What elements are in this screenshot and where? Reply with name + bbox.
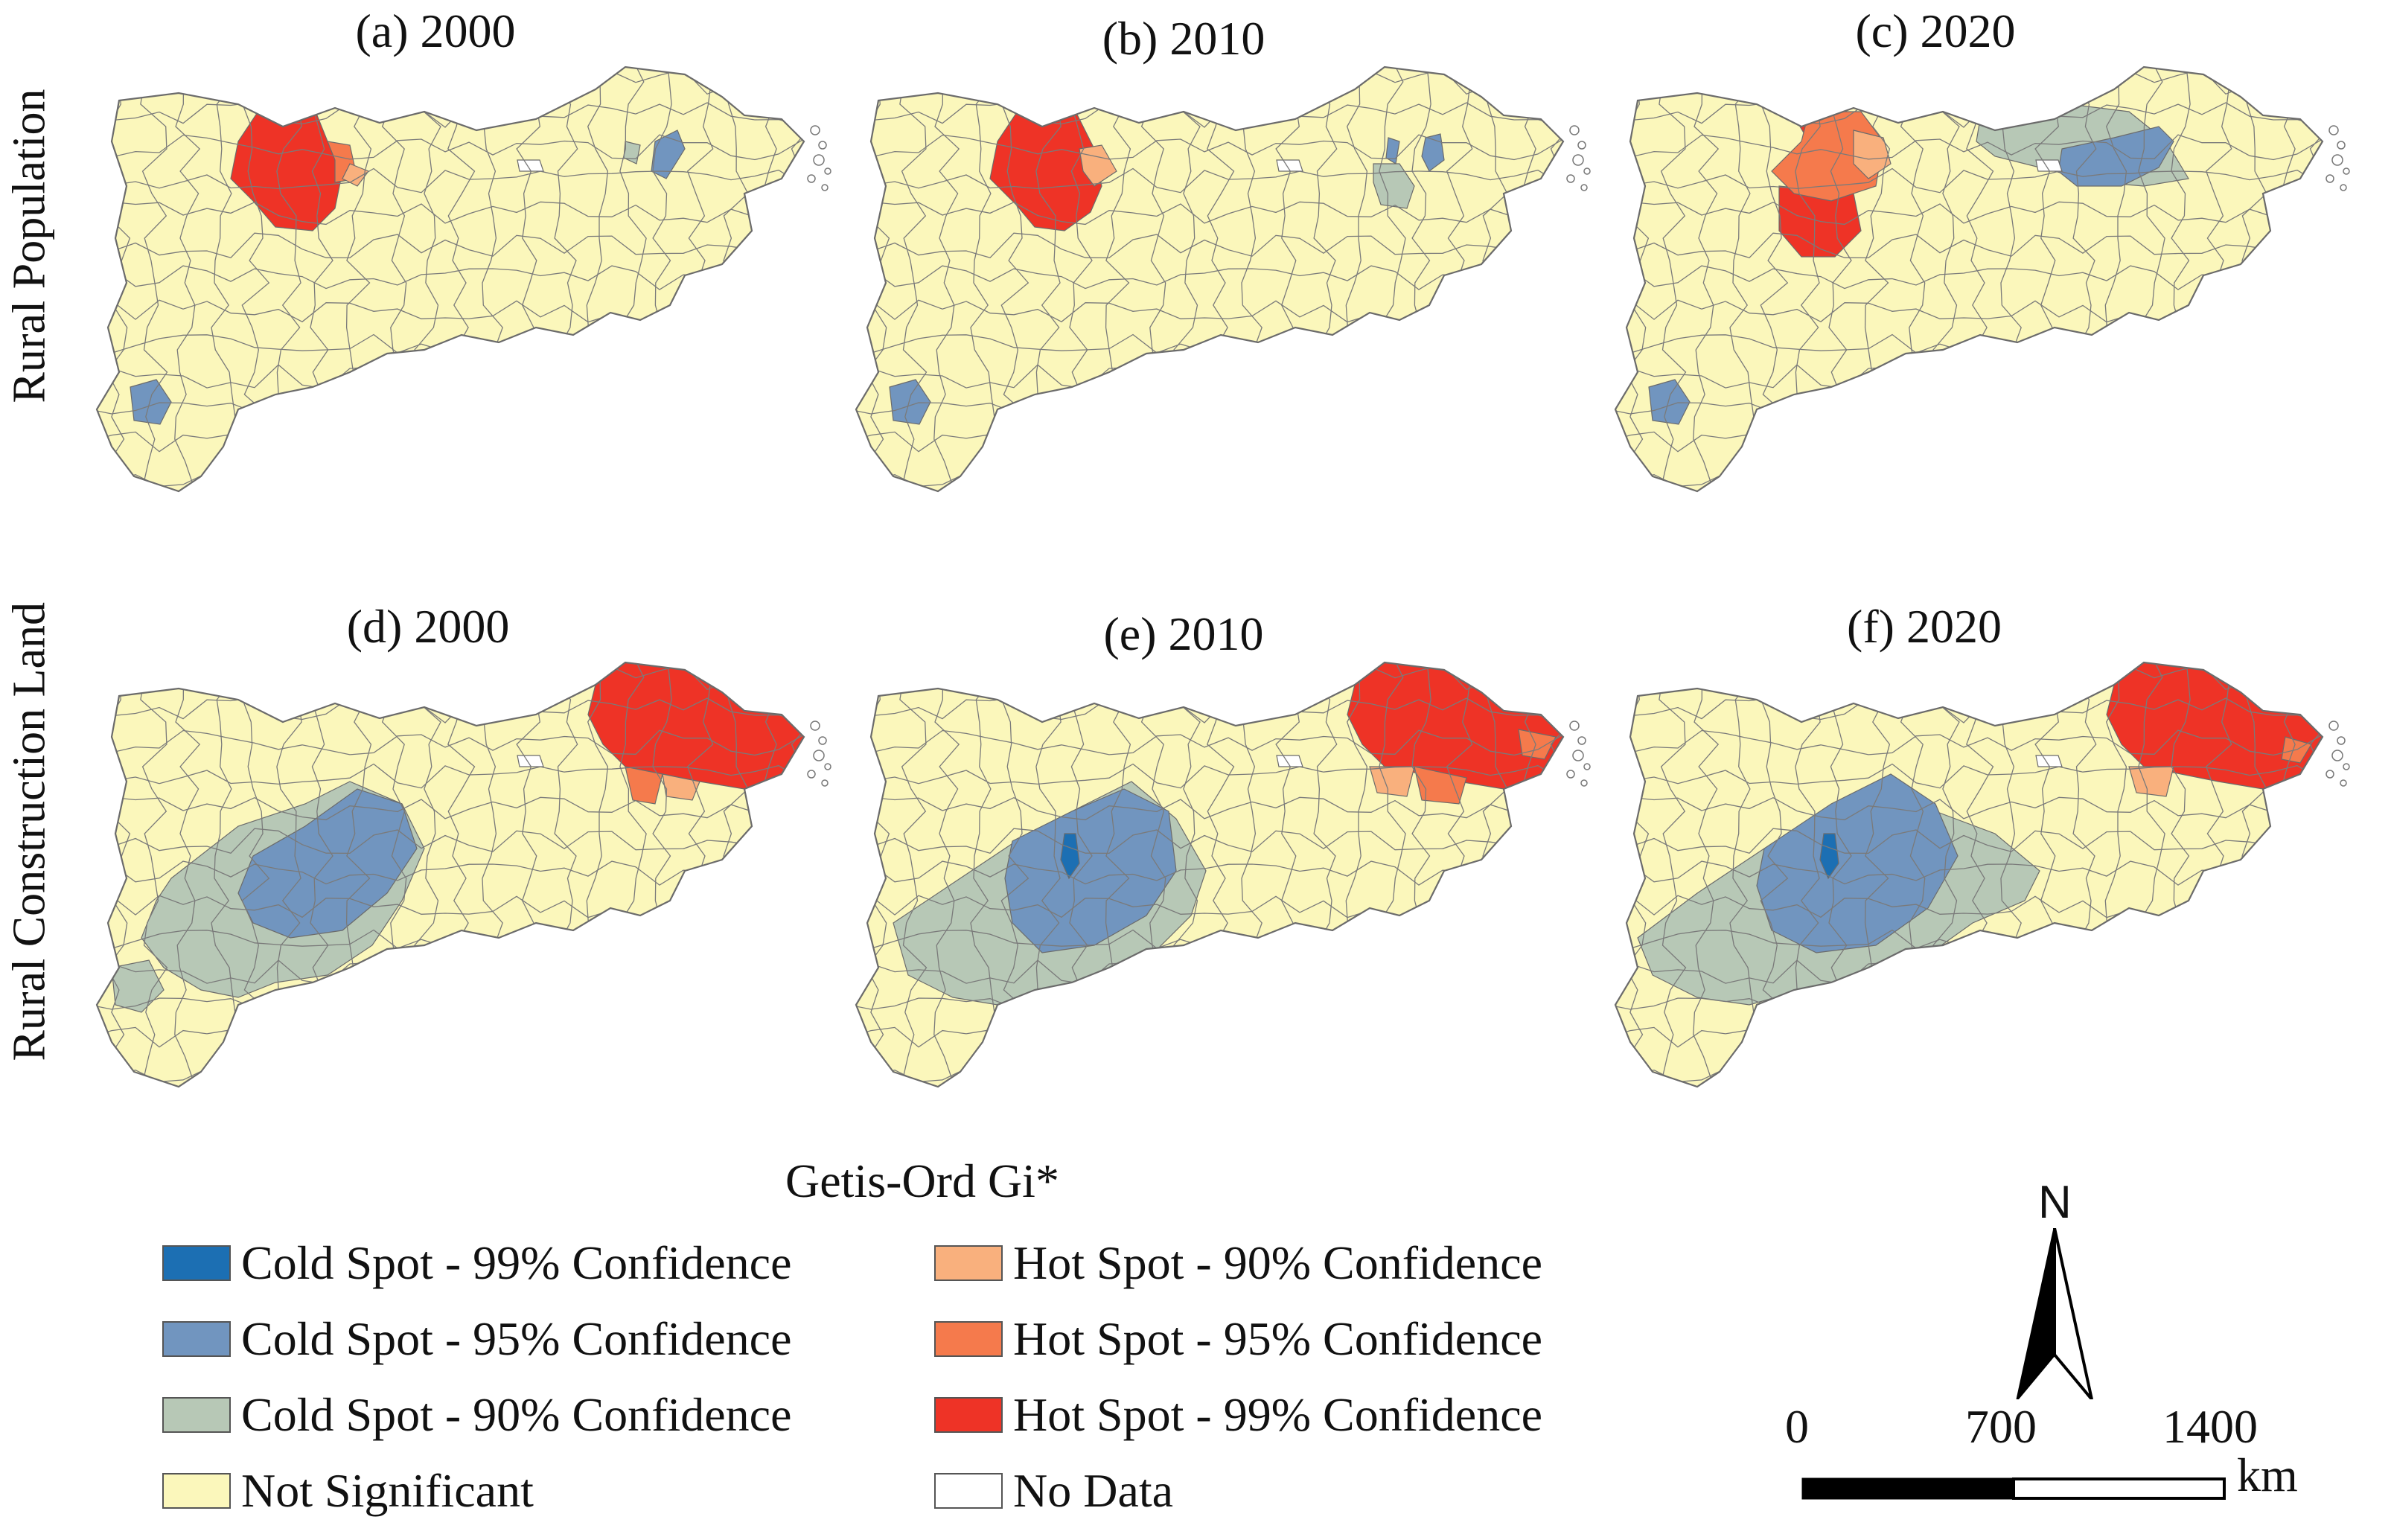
hot-95-region	[1414, 766, 1467, 805]
legend-swatch-not-significant	[162, 1473, 231, 1509]
coastal-islands	[1566, 721, 1591, 787]
no-data-region	[2035, 755, 2063, 767]
no-data-region	[2035, 159, 2063, 172]
scale-bar	[1801, 1477, 2226, 1500]
coastal-islands	[2325, 125, 2350, 191]
legend-label-hot-95: Hot Spot - 95% Confidence	[1013, 1312, 1542, 1365]
coastal-islands	[807, 721, 831, 787]
coastal-islands	[1566, 125, 1591, 191]
legend-swatch-hot-99	[934, 1397, 1003, 1433]
hot-99-region	[230, 103, 343, 231]
cold-90-region	[1373, 163, 1415, 209]
north-arrow-icon	[2016, 1228, 2093, 1399]
hot-90-region	[662, 773, 700, 801]
cold-95-region-west	[889, 379, 931, 425]
no-data-region	[1276, 755, 1303, 767]
no-data-region	[517, 159, 544, 172]
legend-swatch-hot-95	[934, 1321, 1003, 1357]
scale-unit: km	[2237, 1448, 2298, 1501]
legend-item-cold-95: Cold Spot - 95% Confidence	[162, 1311, 791, 1367]
map-panel-d	[95, 661, 831, 1088]
hot-90-region	[342, 163, 369, 187]
legend-item-hot-90: Hot Spot - 90% Confidence	[934, 1236, 1542, 1291]
panel-title-b: (b) 2010	[1102, 12, 1265, 65]
hot-99-region	[989, 103, 1102, 231]
legend-item-cold-99: Cold Spot - 99% Confidence	[162, 1236, 791, 1291]
legend-swatch-hot-90	[934, 1245, 1003, 1281]
hot-95-region	[625, 766, 663, 805]
map-panel-b	[855, 66, 1591, 493]
legend-label-cold-99: Cold Spot - 99% Confidence	[241, 1236, 792, 1289]
legend-label-hot-99: Hot Spot - 99% Confidence	[1013, 1388, 1542, 1441]
panel-title-a: (a) 2000	[355, 4, 516, 57]
map-panel-f	[1614, 661, 2350, 1088]
legend-title: Getis-Ord Gi*	[785, 1154, 1059, 1207]
map-panel-a	[95, 66, 831, 493]
cold-95-region	[1421, 133, 1445, 172]
scale-tick-0: 0	[1785, 1400, 1809, 1453]
legend-item-hot-95: Hot Spot - 95% Confidence	[934, 1311, 1542, 1367]
scale-tick-700: 700	[1965, 1400, 2037, 1453]
study-area-base	[97, 67, 804, 491]
legend-item-no-data: No Data	[934, 1463, 1173, 1518]
row-label-rural-population: Rural Population	[4, 89, 55, 403]
study-area-outline	[1614, 66, 2324, 493]
legend-swatch-no-data	[934, 1473, 1003, 1509]
legend-swatch-cold-90	[162, 1397, 231, 1433]
north-arrow-label: N	[2038, 1177, 2072, 1228]
legend-label-cold-90: Cold Spot - 90% Confidence	[241, 1388, 792, 1441]
legend-item-cold-90: Cold Spot - 90% Confidence	[162, 1387, 791, 1442]
legend-item-hot-99: Hot Spot - 99% Confidence	[934, 1387, 1542, 1442]
cold-90-region-sw	[111, 959, 165, 1013]
map-panel-c	[1614, 66, 2350, 493]
study-area-outline	[855, 661, 1565, 1088]
legend-item-not-significant: Not Significant	[162, 1463, 534, 1518]
map-panel-e	[855, 661, 1591, 1088]
panel-title-d: (d) 2000	[346, 600, 510, 653]
legend-label-not-significant: Not Significant	[241, 1464, 534, 1517]
cold-95-region-west	[130, 379, 172, 425]
study-area-outline	[95, 66, 805, 493]
coastal-islands	[807, 125, 831, 191]
row-label-rural-construction-land: Rural Construction Land	[4, 602, 55, 1061]
study-area-base	[856, 67, 1563, 491]
hot-90-region	[1853, 130, 1892, 179]
study-area-outline	[855, 66, 1565, 493]
legend-label-hot-90: Hot Spot - 90% Confidence	[1013, 1236, 1542, 1289]
study-area-outline	[95, 661, 805, 1088]
cold-95-region	[651, 130, 686, 179]
cold-99-region	[1060, 833, 1080, 880]
coastal-islands	[2325, 721, 2350, 787]
no-data-region	[1276, 159, 1303, 172]
panel-title-c: (c) 2020	[1855, 4, 2016, 57]
no-data-region	[517, 755, 544, 767]
cold-99-region	[1819, 833, 1839, 880]
panel-title-f: (f) 2020	[1847, 600, 2002, 653]
legend-swatch-cold-99	[162, 1245, 231, 1281]
scale-tick-1400: 1400	[2162, 1400, 2258, 1453]
study-area-outline	[1614, 661, 2324, 1088]
panel-title-e: (e) 2010	[1103, 607, 1264, 660]
legend-label-cold-95: Cold Spot - 95% Confidence	[241, 1312, 792, 1365]
study-area-base	[1615, 67, 2323, 491]
cold-95-region	[1004, 788, 1177, 953]
cold-95-region-west	[1648, 379, 1691, 425]
legend-swatch-cold-95	[162, 1321, 231, 1357]
cold-95-region	[2058, 126, 2174, 187]
legend-label-no-data: No Data	[1013, 1464, 1174, 1517]
